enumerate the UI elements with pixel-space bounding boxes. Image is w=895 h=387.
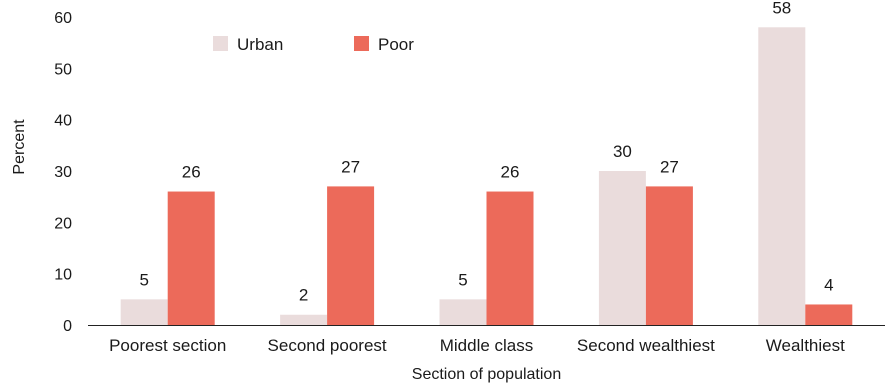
category-label: Middle class [440, 336, 534, 355]
x-axis-title: Section of population [412, 366, 561, 383]
legend-swatch-urban [213, 36, 228, 51]
y-tick-label: 30 [54, 164, 72, 181]
data-label-poor-1: 26 [182, 163, 201, 182]
y-axis-title: Percent [11, 119, 28, 175]
data-label-urban-3: 5 [458, 270, 467, 289]
bar-urban-4 [598, 171, 646, 325]
data-label-poor-4: 27 [660, 157, 679, 176]
bar-poor-5 [805, 304, 853, 325]
y-tick-label: 50 [54, 61, 72, 78]
data-label-poor-2: 27 [341, 157, 360, 176]
data-label-poor-3: 26 [501, 163, 520, 182]
legend-label-urban: Urban [237, 35, 283, 54]
bar-urban-5 [758, 27, 806, 326]
data-label-urban-5: 58 [772, 0, 791, 17]
category-label: Wealthiest [766, 336, 845, 355]
bar-poor-3 [486, 191, 534, 325]
category-label: Second wealthiest [577, 336, 715, 355]
data-label-poor-5: 4 [824, 275, 833, 294]
legend-label-poor: Poor [378, 35, 414, 54]
bar-urban-2 [280, 314, 328, 325]
data-label-urban-4: 30 [613, 142, 632, 161]
bar-poor-4 [645, 186, 693, 325]
category-label: Second poorest [268, 336, 387, 355]
bar-urban-1 [120, 299, 168, 325]
category-label: Poorest section [109, 336, 226, 355]
category-labels: Poorest section Second poorest Middle clas… [109, 336, 845, 355]
bar-urban-3 [439, 299, 487, 325]
y-tick-label: 10 [54, 267, 72, 284]
bars [120, 27, 853, 326]
legend: Urban Poor [213, 35, 414, 54]
data-label-urban-2: 2 [299, 286, 308, 305]
y-tick-label: 60 [54, 10, 72, 27]
legend-swatch-poor [354, 36, 369, 51]
data-labels: 5 26 2 27 5 26 30 27 58 4 [139, 0, 833, 305]
bar-poor-2 [327, 186, 375, 325]
bar-poor-1 [167, 191, 215, 325]
y-axis-ticks: 0 10 20 30 40 50 60 [54, 10, 72, 335]
y-tick-label: 0 [63, 318, 72, 335]
y-tick-label: 20 [54, 215, 72, 232]
data-label-urban-1: 5 [139, 270, 148, 289]
y-tick-label: 40 [54, 113, 72, 130]
